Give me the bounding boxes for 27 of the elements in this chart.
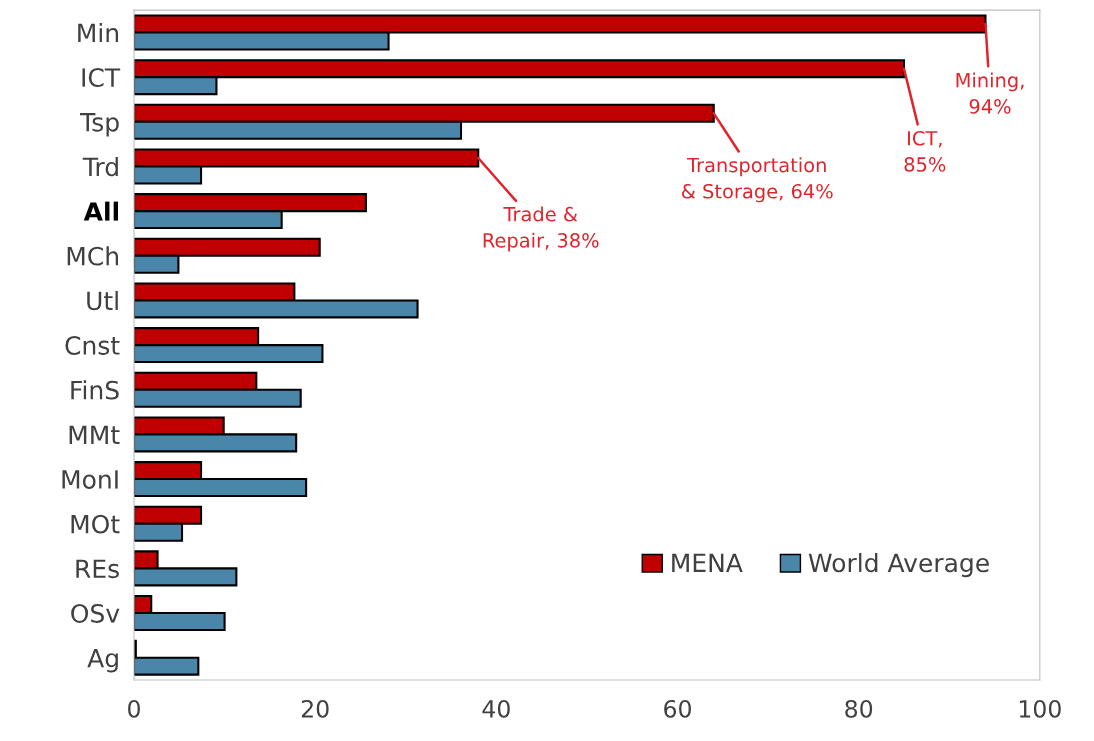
y-tick-label: Trd	[82, 156, 118, 177]
y-tick-label: OSv	[71, 603, 120, 623]
legend-label: World Average	[808, 552, 989, 578]
annotation: ICT, 85%	[904, 130, 946, 172]
y-tick-label: FinS	[71, 380, 119, 400]
y-tick-label: Utl	[87, 290, 118, 311]
x-tick-label: 80	[845, 699, 873, 718]
y-tick-label: MOt	[71, 514, 120, 534]
y-tick-label: All	[83, 201, 119, 221]
annotation: Mining, 94%	[956, 72, 1024, 114]
x-tick-label: 0	[128, 699, 140, 718]
x-tick-label: 20	[301, 699, 329, 718]
x-tick-label: 60	[664, 699, 691, 718]
legend-label: MENA	[672, 553, 743, 572]
y-tick-label: Tsp	[80, 113, 119, 137]
y-tick-label: MMt	[69, 425, 120, 444]
y-tick-label: Cnst	[65, 336, 120, 355]
y-tick-label: MCh	[67, 246, 118, 266]
x-tick-label: 100	[1019, 699, 1061, 718]
y-tick-label: MonI	[62, 470, 118, 489]
y-tick-label: ICT	[82, 68, 121, 87]
x-tick-label: 40	[482, 699, 510, 718]
y-tick-label: REs	[76, 559, 119, 579]
annotation: Trade & Repair, 38%	[483, 206, 599, 252]
annotation: Transportation & Storage, 64%	[681, 157, 833, 203]
y-tick-label: Min	[78, 22, 119, 42]
y-tick-label: Ag	[87, 648, 118, 673]
